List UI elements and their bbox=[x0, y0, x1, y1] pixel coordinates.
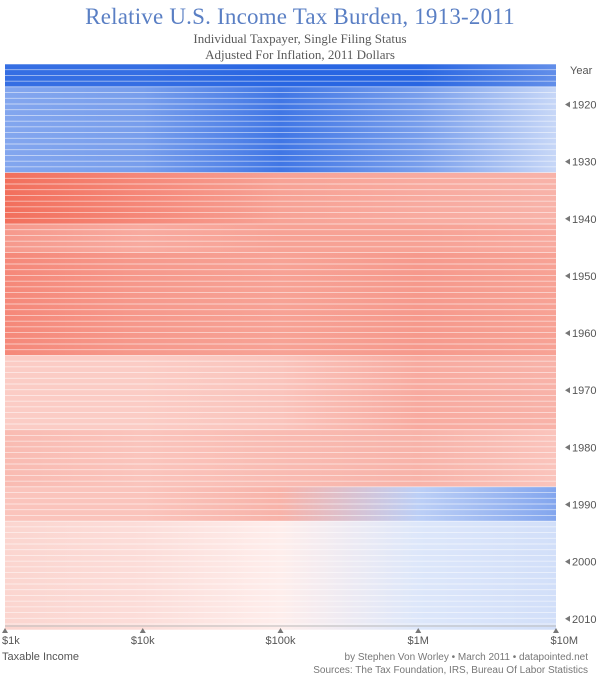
era-band bbox=[5, 521, 556, 630]
y-tick-label: 2010 bbox=[572, 614, 596, 626]
y-tick-label: 1990 bbox=[572, 500, 596, 512]
y-tick-label: 1950 bbox=[572, 271, 596, 283]
era-band bbox=[5, 224, 556, 253]
x-tick-marker bbox=[553, 628, 559, 633]
footer-credit: by Stephen Von Worley • March 2011 • dat… bbox=[344, 652, 588, 663]
x-tick-label: $1k bbox=[2, 635, 20, 647]
y-tick-label: 1940 bbox=[572, 214, 596, 226]
y-tick-label: 2000 bbox=[572, 557, 596, 569]
y-tick-marker bbox=[565, 387, 570, 394]
y-axis: Year 1920 1930 1940 1950 1960 1970 1980 1990 2000… bbox=[565, 65, 596, 626]
chart-title: Relative U.S. Income Tax Burden, 1913-20… bbox=[85, 4, 515, 29]
y-tick-marker bbox=[565, 558, 570, 565]
y-tick-label: 1980 bbox=[572, 442, 596, 454]
x-tick-marker bbox=[415, 628, 422, 633]
y-tick-marker bbox=[565, 615, 570, 622]
chart-subtitle-filing-status: Individual Taxpayer, Single Filing Statu… bbox=[193, 31, 407, 46]
era-band bbox=[5, 86, 556, 173]
y-tick-label: 1960 bbox=[572, 328, 596, 340]
era-band bbox=[5, 355, 556, 430]
y-axis-label: Year bbox=[570, 65, 593, 77]
x-tick-marker bbox=[139, 628, 146, 633]
y-tick-marker bbox=[565, 444, 570, 451]
y-tick-marker bbox=[565, 158, 570, 165]
y-tick-marker bbox=[565, 272, 570, 279]
y-tick-label: 1920 bbox=[572, 100, 596, 112]
chart-subtitle-inflation-note: Adjusted For Inflation, 2011 Dollars bbox=[205, 47, 395, 62]
y-tick-marker bbox=[565, 330, 570, 337]
y-tick-marker bbox=[565, 215, 570, 222]
x-tick-label: $10k bbox=[131, 635, 155, 647]
x-tick-marker bbox=[2, 628, 8, 633]
era-band bbox=[5, 172, 556, 224]
y-tick-label: 1970 bbox=[572, 385, 596, 397]
x-tick-label: $1M bbox=[408, 635, 429, 647]
y-tick-marker bbox=[565, 501, 570, 508]
year-bands bbox=[5, 63, 556, 630]
x-tick-marker bbox=[277, 628, 284, 633]
x-axis: $1k $10k $100k $1M $10M Taxable Income bbox=[2, 625, 578, 663]
y-tick-label: 1930 bbox=[572, 157, 596, 169]
x-axis-label: Taxable Income bbox=[2, 651, 79, 663]
x-tick-label: $10M bbox=[550, 635, 578, 647]
x-tick-label: $100k bbox=[266, 635, 296, 647]
footer-sources: Sources: The Tax Foundation, IRS, Bureau… bbox=[313, 665, 588, 676]
y-tick-marker bbox=[565, 101, 570, 108]
